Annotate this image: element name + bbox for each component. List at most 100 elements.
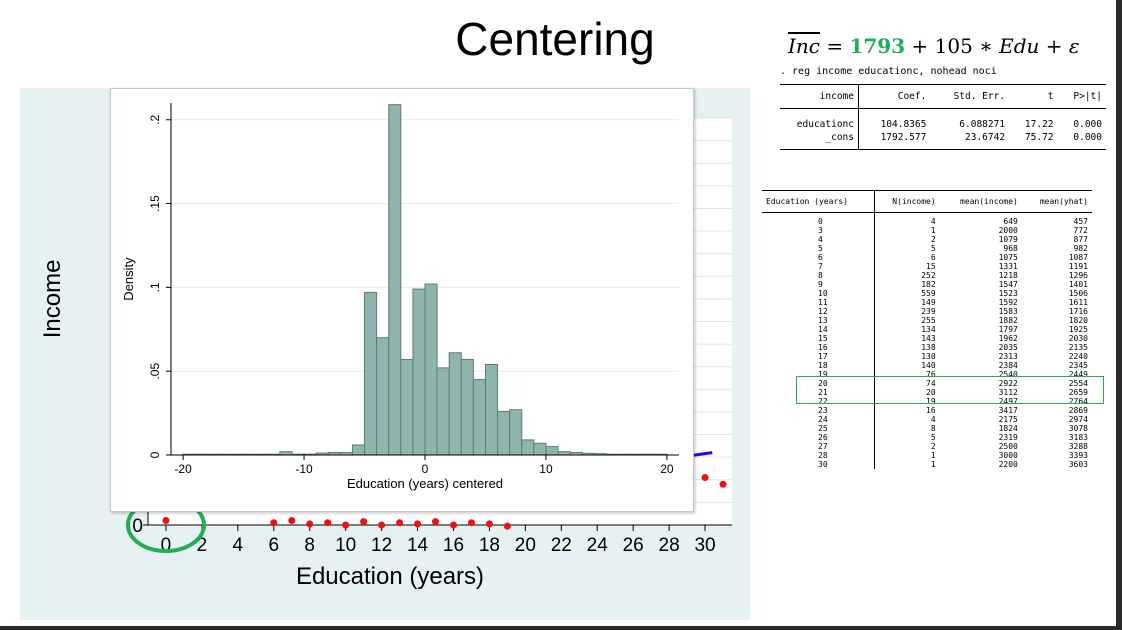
histogram-bar xyxy=(412,288,426,456)
regression-row: educationc 104.8365 6.088271 17.22 0.000 xyxy=(780,108,1106,131)
scatter-x-tick-label: 16 xyxy=(443,535,464,556)
regression-cell: 1792.577 xyxy=(858,131,931,150)
means-cell: 1331 xyxy=(998,262,1018,271)
regression-cell: 0.000 xyxy=(1057,131,1106,150)
scatter-x-tick-label: 26 xyxy=(623,535,644,556)
means-row: 8 252 1218 1296 xyxy=(762,271,1092,280)
means-row: 18 140 2384 2345 xyxy=(762,361,1092,370)
means-cell: 2554 xyxy=(1068,379,1088,388)
regression-header-cell: income xyxy=(780,84,859,109)
means-cell: 1401 xyxy=(1068,280,1088,289)
means-cell: 9 xyxy=(762,280,876,289)
histogram-bar xyxy=(400,358,414,456)
means-cell: 4 xyxy=(930,217,936,226)
means-cell: 1079 xyxy=(998,235,1018,244)
scatter-point xyxy=(485,520,493,528)
means-cell: 10 xyxy=(762,289,876,298)
means-cell: 1824 xyxy=(998,424,1018,433)
means-cell: 134 xyxy=(921,325,936,334)
scatter-point xyxy=(270,519,278,527)
frame-right-border xyxy=(1116,0,1122,630)
regression-header-row: income Coef. Std. Err. t P>|t| xyxy=(780,84,1106,109)
means-cell: 22 xyxy=(762,397,876,406)
means-row: 0 4 649 457 xyxy=(762,212,1092,226)
means-table: Education (years) N(income) mean(income)… xyxy=(762,190,1092,469)
means-cell: 1583 xyxy=(998,307,1018,316)
scatter-x-tick-label: 30 xyxy=(694,535,715,556)
means-cell: 30 xyxy=(762,460,876,469)
scatter-point xyxy=(432,518,440,526)
scatter-point xyxy=(467,519,475,527)
means-cell: 1716 xyxy=(1068,307,1088,316)
histogram-y-tick-label: .1 xyxy=(148,282,162,292)
scatter-point xyxy=(449,521,457,529)
means-cell: 982 xyxy=(1073,244,1088,253)
means-cell: 2974 xyxy=(1068,415,1088,424)
means-cell: 1 xyxy=(930,226,936,235)
means-row: 24 4 2175 2974 xyxy=(762,415,1092,424)
means-cell: 3417 xyxy=(998,406,1018,415)
formula-intercept: 1793 xyxy=(849,34,906,58)
scatter-x-tick-label: 0 xyxy=(161,535,172,556)
means-cell: 1191 xyxy=(1068,262,1088,271)
means-cell: 3078 xyxy=(1068,424,1088,433)
means-cell: 3288 xyxy=(1068,442,1088,451)
scatter-x-tick-label: 2 xyxy=(197,535,208,556)
means-cell: 19 xyxy=(926,397,936,406)
regression-cell: 23.6742 xyxy=(930,131,1010,150)
means-cell: 3393 xyxy=(1068,451,1088,460)
scatter-x-tick-label: 12 xyxy=(371,535,392,556)
means-cell: 2449 xyxy=(1068,370,1088,379)
scatter-x-tick-label: 22 xyxy=(551,535,572,556)
means-cell: 5 xyxy=(930,244,936,253)
regression-header-cell: t xyxy=(1009,84,1058,109)
means-cell: 649 xyxy=(1003,217,1018,226)
means-cell: 13 xyxy=(762,316,876,325)
means-cell: 23 xyxy=(762,406,876,415)
scatter-point xyxy=(378,521,386,529)
means-cell: 2135 xyxy=(1068,343,1088,352)
means-cell: 2345 xyxy=(1068,361,1088,370)
scatter-x-tick-label: 24 xyxy=(587,535,609,556)
means-cell: 1296 xyxy=(1068,271,1088,280)
means-cell: 1 xyxy=(930,451,936,460)
means-cell: 1592 xyxy=(998,298,1018,307)
formula-lhs: Inc xyxy=(788,34,820,58)
means-header-cell: Education (years) xyxy=(762,190,876,213)
means-row: 10 559 1523 1506 xyxy=(762,289,1092,298)
means-row: 19 76 2540 2449 xyxy=(762,370,1092,379)
scatter-point xyxy=(719,480,727,488)
means-cell: 11 xyxy=(762,298,876,307)
means-cell: 1611 xyxy=(1068,298,1088,307)
means-cell: 2 xyxy=(930,442,936,451)
means-cell: 28 xyxy=(762,451,876,460)
means-cell: 2869 xyxy=(1068,406,1088,415)
means-header-cell: mean(income) xyxy=(939,190,1022,213)
means-row: 15 143 1962 2030 xyxy=(762,334,1092,343)
highlight-box xyxy=(796,376,1104,404)
means-cell: 968 xyxy=(1003,244,1018,253)
slide-title: Centering xyxy=(455,13,655,65)
frame-bottom-border xyxy=(0,626,1122,630)
means-row: 27 2 2500 3288 xyxy=(762,442,1092,451)
means-cell: 182 xyxy=(921,280,936,289)
means-cell: 7 xyxy=(762,262,876,271)
means-cell: 17 xyxy=(762,352,876,361)
means-cell: 8 xyxy=(930,424,936,433)
means-cell: 2540 xyxy=(998,370,1018,379)
scatter-x-tick-label: 18 xyxy=(479,535,500,556)
regression-table: income Coef. Std. Err. t P>|t| education… xyxy=(780,84,1106,150)
means-row: 23 16 3417 2869 xyxy=(762,406,1092,415)
histogram-bar xyxy=(279,451,293,456)
means-cell: 1820 xyxy=(1068,316,1088,325)
histogram-x-tick-label: -20 xyxy=(174,462,192,476)
means-cell: 2175 xyxy=(998,415,1018,424)
means-cell: 20 xyxy=(926,388,936,397)
scatter-x-tick-label: 14 xyxy=(407,535,429,556)
means-cell: 15 xyxy=(762,334,876,343)
means-cell: 457 xyxy=(1073,217,1088,226)
scatter-x-tick-label: 6 xyxy=(268,535,279,556)
means-cell: 27 xyxy=(762,442,876,451)
means-cell: 1797 xyxy=(998,325,1018,334)
regression-header-cell: Coef. xyxy=(858,84,931,109)
